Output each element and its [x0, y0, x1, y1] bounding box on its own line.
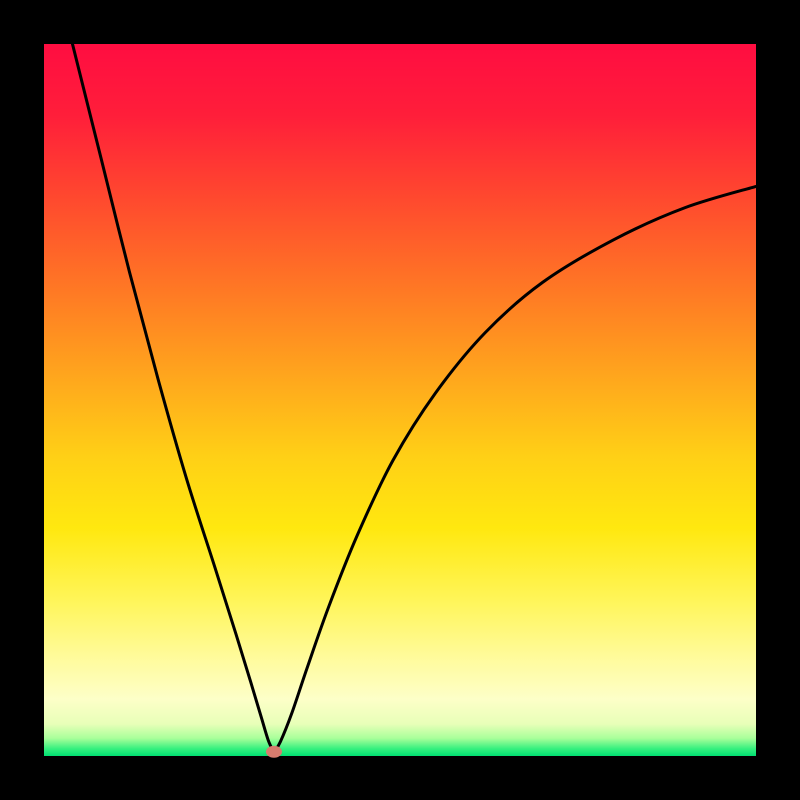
plot-svg — [0, 0, 800, 800]
chart-root: TheBottleneck.com — [0, 0, 800, 800]
bottleneck-marker — [266, 746, 282, 758]
plot-background — [44, 44, 756, 756]
